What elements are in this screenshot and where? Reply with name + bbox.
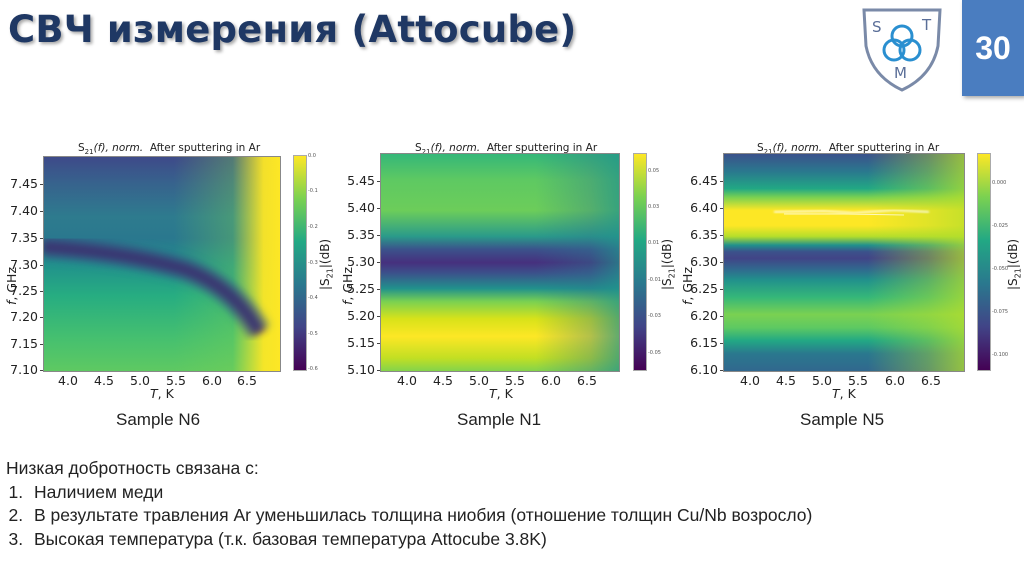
x-axis-label: T, K: [832, 386, 856, 401]
colorbar: [633, 153, 647, 371]
colorbar-tick: -0.100: [992, 352, 1009, 358]
y-tick: 5.30: [347, 254, 375, 269]
colorbar-tick: -0.075: [992, 309, 1009, 315]
colorbar-label: |S21|(dB): [1006, 238, 1023, 290]
x-tick: 5.5: [505, 373, 525, 388]
y-tick: 6.30: [690, 254, 718, 269]
colorbar-tick: -0.3: [308, 260, 318, 266]
y-tick: 6.40: [690, 200, 718, 215]
y-tick: 5.20: [347, 308, 375, 323]
x-tick: 6.5: [577, 373, 597, 388]
y-tick: 6.35: [690, 227, 718, 242]
x-tick: 5.0: [130, 373, 150, 388]
y-tick: 7.40: [10, 203, 38, 218]
colorbar-tick: 0.0: [308, 153, 316, 159]
y-tick: 7.25: [10, 283, 38, 298]
notes-item: Наличием меди: [28, 481, 812, 505]
colorbar-tick: -0.025: [992, 223, 1009, 229]
svg-text:S: S: [872, 18, 882, 36]
sample-label: Sample N5: [800, 410, 885, 429]
colorbar-tick: 0.01: [648, 240, 660, 246]
x-tick: 6.0: [885, 373, 905, 388]
notes-item: В результате травления Ar уменьшилась то…: [28, 504, 812, 528]
x-tick: 6.0: [202, 373, 222, 388]
y-tick: 7.15: [10, 336, 38, 351]
x-tick: 4.0: [397, 373, 417, 388]
y-tick: 6.10: [690, 362, 718, 377]
x-tick: 6.5: [921, 373, 941, 388]
x-tick: 4.5: [94, 373, 114, 388]
y-tick: 5.10: [347, 362, 375, 377]
colorbar-label: |S21|(dB): [318, 238, 335, 290]
x-tick: 5.5: [848, 373, 868, 388]
colorbar-tick: -0.03: [648, 313, 661, 319]
y-tick: 5.35: [347, 227, 375, 242]
heatmap-plot-area: [43, 156, 281, 372]
x-axis-label: T, K: [489, 386, 513, 401]
x-tick: 4.0: [58, 373, 78, 388]
y-tick: 6.25: [690, 281, 718, 296]
colorbar-tick: -0.1: [308, 188, 318, 194]
y-tick: 5.45: [347, 173, 375, 188]
y-tick: 5.25: [347, 281, 375, 296]
x-axis-label: T, K: [150, 386, 174, 401]
y-tick: 6.45: [690, 173, 718, 188]
y-tick: 5.15: [347, 335, 375, 350]
heatmap-plot-area: [380, 153, 620, 372]
y-tick: 7.20: [10, 309, 38, 324]
y-tick: 7.35: [10, 230, 38, 245]
x-tick: 4.5: [776, 373, 796, 388]
colorbar-tick: 0.000: [992, 180, 1007, 186]
svg-text:M: M: [894, 64, 907, 82]
plot-title: S21(f), norm. After sputtering in Ar: [757, 142, 940, 157]
svg-text:T: T: [921, 16, 932, 34]
colorbar-tick: -0.6: [308, 366, 318, 372]
y-axis-label: f, GHz: [680, 267, 695, 305]
sample-label: Sample N6: [116, 410, 201, 429]
colorbar: [977, 153, 991, 371]
y-tick: 6.20: [690, 308, 718, 323]
heatmap-plot-area: [723, 153, 965, 372]
x-tick: 5.5: [166, 373, 186, 388]
x-tick: 5.0: [469, 373, 489, 388]
conclusions-text: Низкая добротность связана с: Наличием м…: [6, 457, 812, 551]
y-tick: 7.30: [10, 257, 38, 272]
plot-title: S21(f), norm. After sputtering in Ar: [415, 142, 598, 157]
colorbar-tick: 0.03: [648, 204, 660, 210]
colorbar-tick: -0.01: [648, 277, 661, 283]
sample-label: Sample N1: [457, 410, 542, 429]
plot-title: S21(f), norm. After sputtering in Ar: [78, 142, 261, 157]
colorbar-tick: -0.4: [308, 295, 318, 301]
colorbar-tick: 0.05: [648, 168, 660, 174]
page-number-badge: 30: [962, 0, 1024, 96]
colorbar: [293, 155, 307, 371]
x-tick: 4.5: [433, 373, 453, 388]
x-tick: 5.0: [812, 373, 832, 388]
slide-title: СВЧ измерения (Attocube): [8, 8, 577, 51]
colorbar-label: |S21|(dB): [660, 238, 677, 290]
notes-item: Высокая температура (т.к. базовая темпер…: [28, 528, 812, 552]
colorbar-tick: -0.050: [992, 266, 1009, 272]
y-tick: 5.40: [347, 200, 375, 215]
stm-shield-logo-icon: S T M: [862, 8, 942, 92]
y-tick: 6.15: [690, 335, 718, 350]
y-tick: 7.10: [10, 362, 38, 377]
notes-list: Наличием меди В результате травления Ar …: [6, 481, 812, 552]
y-axis-label: f, GHz: [4, 267, 19, 305]
notes-intro: Низкая добротность связана с:: [6, 458, 259, 478]
y-tick: 7.45: [10, 176, 38, 191]
y-axis-label: f, GHz: [340, 267, 355, 305]
colorbar-tick: -0.2: [308, 224, 318, 230]
colorbar-tick: -0.5: [308, 331, 318, 337]
x-tick: 6.0: [541, 373, 561, 388]
x-tick: 6.5: [237, 373, 257, 388]
colorbar-tick: -0.05: [648, 350, 661, 356]
x-tick: 4.0: [740, 373, 760, 388]
